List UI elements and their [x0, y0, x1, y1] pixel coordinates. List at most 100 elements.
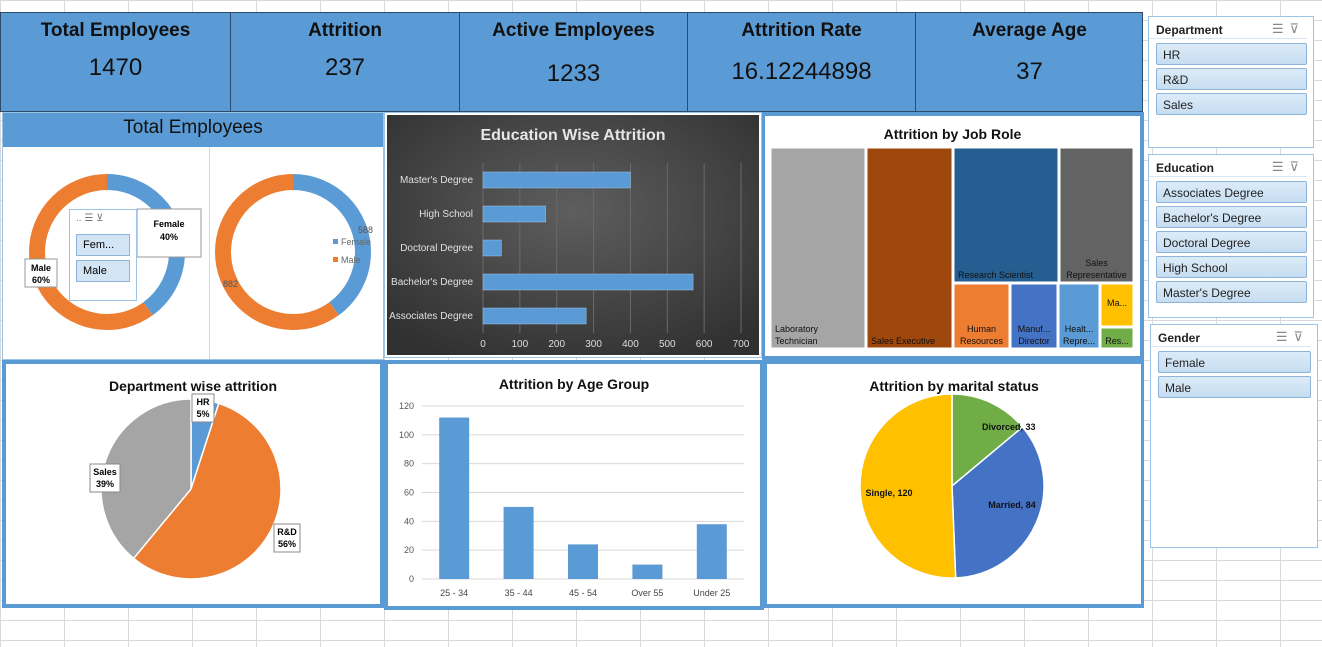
y-tick-label: 40 — [404, 516, 414, 526]
slice-rnd — [132, 402, 282, 580]
treemap-label: Human — [967, 324, 996, 334]
divider — [209, 147, 210, 359]
kpi-title: Active Employees — [492, 20, 655, 41]
gender-mini-slicer[interactable]: .. ☰ ⊻ Fem... Male — [69, 209, 137, 301]
education-slicer[interactable]: Education ☰⊽ Associates Degree Bachelor's… — [1148, 154, 1314, 318]
y-tick-label: 60 — [404, 488, 414, 498]
department-card: Department wise attrition HR 5% R&D 56% Sale… — [6, 364, 380, 604]
chart-title: Department wise attrition — [108, 378, 278, 394]
slicer-item-high-school[interactable]: High School — [1156, 256, 1307, 278]
treemap-cell — [1010, 283, 1058, 349]
slicer-header: Education ☰⊽ — [1149, 155, 1307, 177]
donut2-male-value: 882 — [223, 279, 238, 289]
label-hr-value: 5% — [196, 409, 209, 419]
x-tick-label: 600 — [696, 339, 713, 350]
chart-title: Education Wise Attrition — [480, 127, 665, 144]
kpi-value: 1233 — [546, 60, 601, 87]
slicer-item-sales[interactable]: Sales — [1156, 93, 1307, 115]
multi-select-icon[interactable]: ☰⊽ — [1275, 329, 1309, 344]
gender-slicer[interactable]: Gender ☰⊽ Female Male — [1150, 324, 1318, 548]
multi-select-icon[interactable]: ☰⊽ — [1271, 21, 1305, 36]
label-sales-name: Sales — [93, 467, 117, 477]
donut1-male-arc — [29, 174, 185, 330]
mini-slicer-item-male[interactable]: Male — [76, 260, 130, 282]
donut2-female-value: 588 — [358, 225, 373, 235]
treemap-cell — [953, 283, 1010, 349]
age-frame: Attrition by Age Group 0 20 40 60 80 100 120 25… — [384, 360, 764, 610]
x-tick-label: 400 — [622, 339, 639, 350]
slice-single — [859, 393, 957, 579]
x-tick-label: 45 - 54 — [569, 588, 597, 598]
kpi-value: 237 — [324, 54, 366, 81]
kpi-title: Attrition Rate — [741, 20, 862, 41]
male-pct: 60% — [32, 275, 50, 285]
label-hr-name: HR — [197, 397, 210, 407]
y-tick-label: 0 — [409, 574, 414, 584]
label-rnd-box — [273, 523, 301, 553]
female-label: Female — [153, 219, 184, 229]
education-frame: Education Wise Attrition 0 100 200 300 400 50… — [384, 112, 762, 358]
treemap-label: Sales Executive — [871, 336, 935, 346]
y-tick-label: 100 — [399, 430, 414, 440]
treemap-label: Sales — [1085, 258, 1108, 268]
job-role-treemap: Laboratory Technician Sales Executive Resea… — [771, 148, 1134, 349]
slice-sales — [100, 398, 192, 560]
multi-select-icon[interactable]: ☰⊽ — [1271, 159, 1305, 174]
kpi-value: 1470 — [88, 54, 143, 81]
total-employees-panel: Total Employees Female 40% Male 60% Fema… — [2, 112, 384, 360]
treemap-cell — [866, 148, 953, 349]
bar — [439, 417, 470, 579]
slicer-item-bachelors[interactable]: Bachelor's Degree — [1156, 206, 1307, 228]
chart-title: Attrition by Age Group — [498, 376, 650, 392]
treemap-label: Ma... — [1107, 298, 1127, 308]
label-single: Single, 120 — [865, 488, 912, 498]
slicer-item-female[interactable]: Female — [1158, 351, 1311, 373]
x-tick-label: 200 — [548, 339, 565, 350]
marital-card: Attrition by marital status Divorced, 33… — [767, 364, 1141, 604]
department-frame: Department wise attrition HR 5% R&D 56% Sale… — [2, 360, 384, 608]
bar — [482, 205, 546, 223]
department-slicer[interactable]: Department ☰⊽ HR R&D Sales — [1148, 16, 1314, 148]
gender-donuts: Female 40% Male 60% Female Male 588 882 — [24, 174, 373, 330]
label-sales-value: 39% — [96, 479, 114, 489]
category-label: High School — [419, 209, 473, 220]
treemap-label: Resources — [960, 336, 1004, 346]
slice-divorced — [951, 393, 1024, 488]
treemap-cell — [953, 148, 1059, 283]
legend-male: Male — [341, 255, 361, 265]
x-tick-label: 0 — [480, 339, 486, 350]
x-tick-label: 35 - 44 — [505, 588, 533, 598]
label-married: Married, 84 — [988, 500, 1036, 510]
slicer-item-rnd[interactable]: R&D — [1156, 68, 1307, 90]
mini-slicer-item-female[interactable]: Fem... — [76, 234, 130, 256]
kpi-title: Average Age — [972, 20, 1087, 41]
education-chart: Education Wise Attrition 0 100 200 300 400 50… — [387, 115, 759, 355]
slicer-item-associates[interactable]: Associates Degree — [1156, 181, 1307, 203]
slicer-item-male[interactable]: Male — [1158, 376, 1311, 398]
treemap-label: Manuf... — [1018, 324, 1051, 334]
treemap-label: Healt... — [1065, 324, 1094, 334]
slice-married — [951, 425, 1045, 579]
y-tick-label: 80 — [404, 459, 414, 469]
age-card: Attrition by Age Group 0 20 40 60 80 100 120 25… — [388, 364, 760, 606]
x-tick-label: Under 25 — [693, 588, 730, 598]
bar — [632, 564, 663, 579]
bar — [568, 544, 598, 579]
slicer-title: Education — [1156, 161, 1215, 175]
legend-female-swatch — [333, 239, 338, 244]
kpi-total-employees: Total Employees 1470 — [1, 13, 231, 111]
slicer-item-hr[interactable]: HR — [1156, 43, 1307, 65]
slicer-item-doctoral[interactable]: Doctoral Degree — [1156, 231, 1307, 253]
kpi-attrition-rate: Attrition Rate 16.12244898 — [688, 13, 916, 111]
label-divorced: Divorced, 33 — [982, 422, 1036, 432]
x-tick-label: 25 - 34 — [440, 588, 468, 598]
kpi-active-employees: Active Employees 1233 — [460, 13, 688, 111]
marital-pie: Divorced, 33 Married, 84 Single, 120 — [859, 393, 1045, 579]
label-hr-box — [191, 393, 215, 423]
slicer-item-masters[interactable]: Master's Degree — [1156, 281, 1307, 303]
treemap-cell — [771, 148, 866, 349]
slicer-title: Department — [1156, 23, 1223, 37]
legend-female: Female — [341, 237, 371, 247]
mini-slicer-header: .. ☰ ⊻ — [76, 213, 104, 224]
treemap-label: Research Scientist — [958, 270, 1034, 280]
